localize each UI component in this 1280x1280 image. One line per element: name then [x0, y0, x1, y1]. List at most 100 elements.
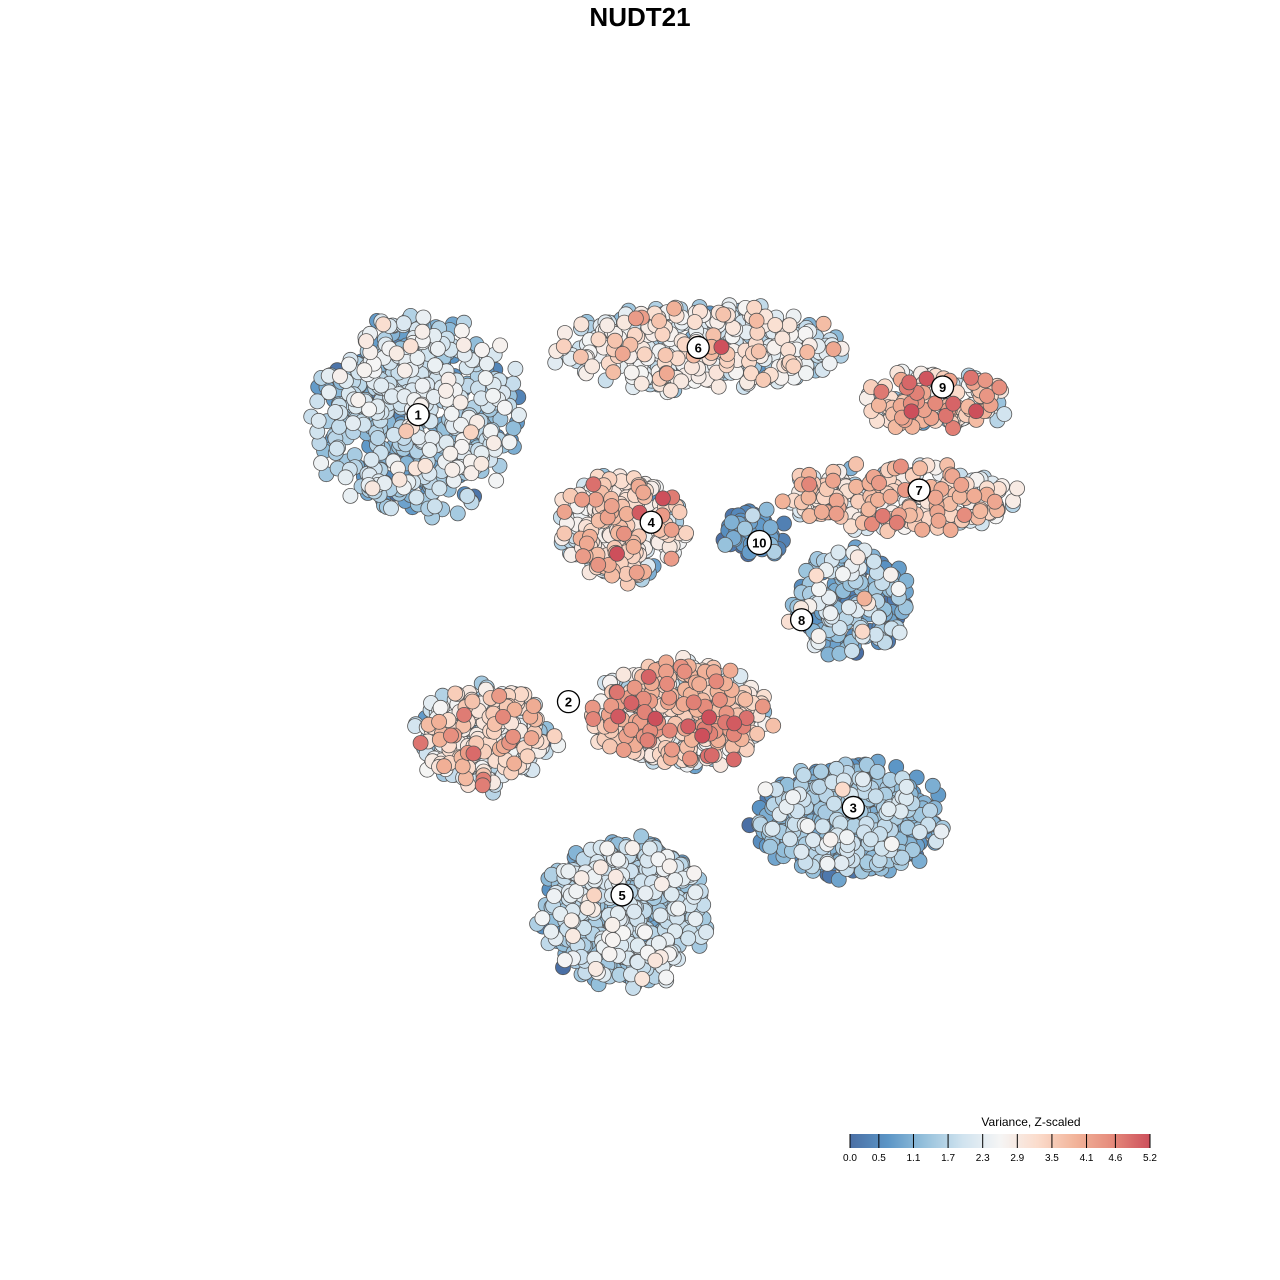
- data-point: [444, 461, 461, 478]
- data-point: [361, 401, 378, 418]
- data-point: [680, 930, 697, 947]
- data-point: [810, 628, 827, 644]
- cluster-label-text: 2: [565, 695, 572, 710]
- cluster-label-1: 1: [406, 402, 430, 427]
- data-point: [637, 924, 653, 941]
- data-point: [945, 395, 962, 412]
- data-point: [663, 550, 680, 567]
- data-point: [584, 358, 600, 375]
- cluster-label-text: 8: [798, 613, 805, 628]
- data-point: [398, 423, 415, 440]
- data-point: [636, 346, 653, 363]
- data-point: [834, 781, 851, 798]
- data-point: [667, 872, 683, 888]
- data-point: [930, 512, 947, 529]
- legend-tick-label: 4.1: [1080, 1153, 1094, 1164]
- data-point: [848, 456, 864, 473]
- cluster-label-3: 3: [841, 795, 865, 820]
- data-point: [927, 489, 944, 506]
- data-point: [911, 824, 928, 840]
- data-point: [774, 493, 791, 510]
- data-point: [391, 471, 408, 488]
- data-point: [924, 777, 941, 794]
- data-point: [830, 544, 847, 561]
- data-point: [463, 424, 479, 441]
- data-point: [710, 378, 727, 395]
- data-point: [839, 829, 855, 846]
- data-point: [825, 341, 842, 358]
- data-point: [491, 688, 508, 704]
- cluster-label-badge: [610, 883, 634, 907]
- data-point: [546, 728, 563, 745]
- data-point: [426, 498, 443, 515]
- data-point: [799, 818, 816, 834]
- data-point: [825, 472, 841, 489]
- data-point: [813, 503, 830, 520]
- data-point: [808, 567, 825, 584]
- cluster-label-text: 1: [414, 408, 421, 423]
- data-point: [412, 735, 429, 751]
- data-point: [560, 863, 577, 880]
- data-point: [713, 339, 730, 355]
- data-point: [891, 624, 908, 641]
- data-point: [615, 742, 632, 758]
- data-point: [408, 489, 425, 506]
- data-point: [599, 317, 616, 334]
- data-point: [436, 758, 453, 775]
- data-point: [633, 828, 650, 845]
- data-point: [610, 851, 627, 868]
- cluster-label-6: 6: [686, 335, 710, 360]
- data-point: [456, 707, 473, 723]
- data-point: [757, 781, 774, 798]
- cluster-label-text: 4: [648, 515, 656, 530]
- cluster-label-text: 5: [618, 888, 625, 903]
- data-point: [492, 337, 509, 354]
- data-point: [624, 840, 641, 856]
- data-point: [903, 403, 920, 420]
- data-point: [833, 855, 850, 871]
- cluster-label-8: 8: [789, 608, 814, 632]
- data-point: [585, 711, 602, 727]
- data-point: [651, 313, 667, 330]
- cluster-label-text: 10: [752, 535, 766, 550]
- data-point: [873, 383, 890, 400]
- data-point: [912, 460, 928, 477]
- cluster-label-badge: [406, 402, 430, 427]
- data-point: [831, 620, 848, 636]
- data-point: [882, 566, 899, 583]
- data-point: [844, 643, 860, 659]
- legend-tick-label: 3.5: [1045, 1153, 1059, 1164]
- data-point: [647, 952, 664, 969]
- data-point: [507, 360, 524, 377]
- data-point: [1009, 480, 1025, 497]
- data-point: [698, 924, 714, 940]
- data-point: [604, 916, 621, 933]
- data-point: [880, 801, 897, 818]
- data-point: [813, 763, 829, 780]
- data-point: [867, 626, 884, 643]
- cluster-label-4: 4: [639, 510, 663, 534]
- data-point: [666, 300, 682, 317]
- cluster-label-10: 10: [746, 529, 772, 556]
- data-point: [849, 549, 866, 566]
- data-point: [511, 407, 527, 423]
- data-point: [496, 399, 513, 416]
- cluster-label-badge: [556, 689, 581, 714]
- data-point: [464, 693, 481, 710]
- cluster-label-badge: [841, 795, 865, 820]
- data-point: [641, 840, 658, 857]
- data-point: [546, 888, 562, 904]
- data-point: [609, 684, 625, 701]
- data-point: [587, 491, 604, 508]
- data-point: [414, 377, 431, 394]
- cluster-label-2: 2: [556, 689, 581, 714]
- data-point: [442, 445, 459, 462]
- data-point: [826, 795, 842, 812]
- data-point: [663, 521, 680, 538]
- data-point: [874, 508, 891, 524]
- data-point: [331, 418, 348, 435]
- data-point: [781, 317, 798, 334]
- data-point: [459, 488, 476, 504]
- data-point: [991, 379, 1008, 396]
- data-point: [830, 871, 847, 888]
